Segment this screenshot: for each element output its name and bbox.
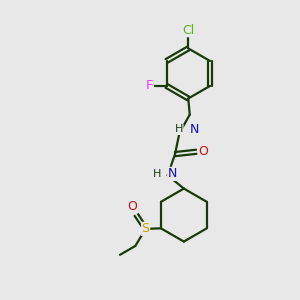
Text: F: F [146,80,153,92]
Text: H: H [153,169,161,179]
Text: S: S [142,222,150,236]
Text: H: H [175,124,183,134]
Text: N: N [190,123,199,136]
Text: O: O [128,200,138,213]
Text: N: N [168,167,177,180]
Text: Cl: Cl [182,24,194,37]
Text: O: O [199,145,208,158]
